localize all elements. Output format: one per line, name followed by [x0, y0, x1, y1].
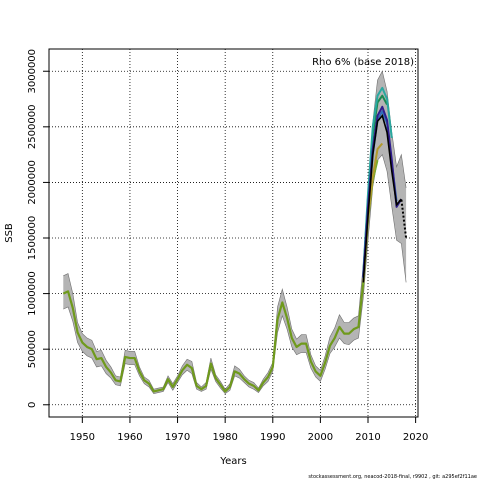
- y-tick-label: 1000000: [27, 271, 38, 316]
- rho-annotation: Rho 6% (base 2018): [312, 57, 414, 68]
- y-axis: 0 500000 1000000 1500000 2000000 2500000 30000…: [27, 49, 49, 408]
- y-tick-label: 2500000: [27, 105, 38, 150]
- x-axis: 1950 1960 1970 1980 1990 2000 2010 2020: [70, 417, 428, 443]
- x-tick-label: 2010: [355, 432, 380, 443]
- x-tick-label: 1970: [165, 432, 190, 443]
- ssb-base-history-line: [62, 282, 365, 393]
- peel-line-2015: [362, 86, 393, 274]
- ssb-confidence-band: [63, 71, 407, 394]
- y-tick-label: 500000: [27, 330, 38, 368]
- band-lower-edge: [63, 154, 407, 395]
- series-lines: [62, 86, 408, 393]
- y-tick-label: 2000000: [27, 160, 38, 205]
- ssb-base-projection-line: [395, 196, 408, 239]
- x-tick-label: 2020: [403, 432, 428, 443]
- ssb-base-recent-line: [362, 114, 402, 283]
- plot-frame: [48, 48, 419, 418]
- x-tick-label: 1950: [70, 432, 95, 443]
- y-tick-label: 0: [27, 402, 38, 408]
- y-axis-title: SSB: [4, 223, 15, 243]
- x-tick-label: 2000: [308, 432, 333, 443]
- x-axis-title: Years: [219, 456, 246, 467]
- y-tick-label: 3000000: [27, 49, 38, 94]
- footer-credit: stockassessment.org, neacod-2018-final, …: [308, 474, 477, 480]
- y-tick-label: 1500000: [27, 216, 38, 261]
- x-tick-label: 1960: [117, 432, 142, 443]
- x-tick-label: 1990: [260, 432, 285, 443]
- x-tick-label: 1980: [212, 432, 237, 443]
